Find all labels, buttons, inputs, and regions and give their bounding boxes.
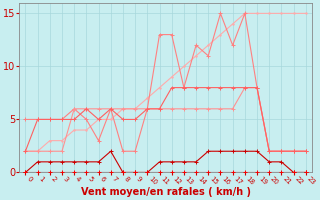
X-axis label: Vent moyen/en rafales ( km/h ): Vent moyen/en rafales ( km/h ) [81,187,251,197]
